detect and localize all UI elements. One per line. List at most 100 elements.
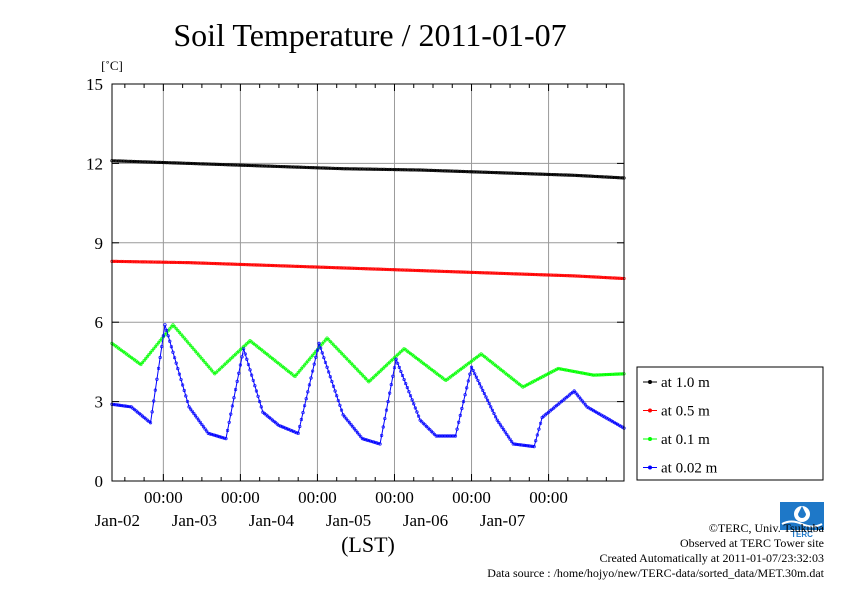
series-point [278,424,283,428]
grid-lines [112,84,624,481]
series-point [604,372,608,377]
series-point [222,436,226,440]
series-point [152,160,156,164]
series-point [206,261,210,265]
series-point [380,433,384,438]
series-point [246,163,251,168]
series-point [426,168,430,172]
series-point [227,420,231,424]
series-point [333,344,337,349]
series-point [609,175,613,179]
series-point [413,406,417,410]
series-point [546,172,551,177]
series-point [564,173,568,177]
series-point [221,162,225,167]
series-point [189,261,193,265]
series-point [182,388,186,393]
series-point [492,271,496,275]
series-point [336,398,340,403]
series-point [267,263,271,268]
series-point [296,165,300,169]
series-point [331,166,336,170]
series-point [485,170,490,174]
series-point [349,423,353,427]
series-point [115,259,119,264]
series-point [254,389,259,393]
series-point [365,167,369,171]
series-point [242,262,246,267]
series-point [587,406,591,410]
series-point [615,422,620,426]
series-point [328,375,332,379]
series-point [190,261,194,265]
series-point [171,161,175,165]
series-point [367,438,371,443]
legend: at 1.0 m at 0.5 m at 0.1 m at 0.02 m [636,366,824,481]
series-point [338,166,342,171]
series-point [221,436,225,440]
series-point [311,353,315,357]
series-point [554,173,559,177]
series-point [158,160,162,165]
series-point [617,276,621,280]
series-point [203,162,207,166]
series-point [362,437,366,441]
series-point [294,431,299,435]
series-point [532,379,536,383]
series-point [489,170,493,175]
series-point [386,267,390,272]
series-point [582,371,586,375]
series-point [378,442,382,446]
series-point [203,427,207,431]
series-point [187,342,191,346]
series-point [177,330,182,334]
series-point [325,336,329,340]
series-point [179,260,183,265]
series-point [571,274,575,278]
series-point [431,431,435,435]
y-tick-label: 3 [95,393,104,412]
series-point [449,434,453,438]
series-point [543,273,547,277]
series-point [155,260,159,264]
series-point [327,265,331,270]
series-point [611,175,615,179]
series-point [359,266,363,271]
series-point [522,172,527,176]
series-point [254,164,259,168]
series-point [158,260,162,264]
series-point [598,175,602,179]
series-point [513,272,517,276]
series-point [543,172,547,176]
series-point [208,261,212,265]
series-point [296,431,300,435]
series-point [468,270,472,274]
series-point [286,165,291,169]
series-point [574,391,578,395]
series-point [391,167,395,172]
series-point [166,161,170,165]
series-point [171,260,175,264]
x-tick-date-label: Jan-02 [95,511,140,530]
series-point [205,429,209,433]
x-tick-date-label: Jan-05 [326,511,371,530]
series-point [394,268,398,272]
series-point [595,174,599,179]
series-point [433,269,437,273]
series-point [587,174,591,178]
series-point [258,164,262,168]
series-point [611,276,615,280]
series-point [344,356,348,360]
series-point [323,338,328,342]
series-point [408,168,413,172]
series-point [352,365,356,369]
series-point [399,168,403,172]
series-point [607,372,612,377]
series-point [349,361,353,365]
series-point [246,263,251,267]
series-point [431,168,435,173]
series-point [169,345,173,349]
series-point [298,369,302,373]
series-point [537,377,541,381]
series-point [550,172,554,177]
